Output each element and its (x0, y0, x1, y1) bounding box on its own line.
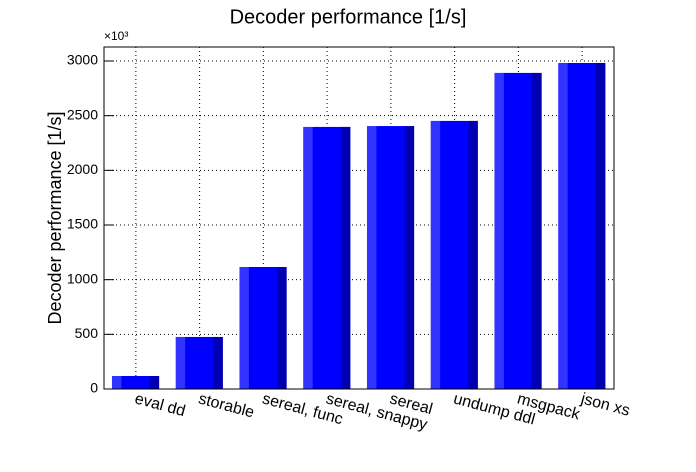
bar-highlight (175, 336, 186, 389)
y-axis-title: Decoder performance [1/s] (45, 111, 65, 324)
bar (494, 72, 542, 389)
x-tick-label: eval dd (133, 390, 187, 420)
x-tick-label: json xs (578, 390, 631, 420)
bar (175, 336, 223, 389)
bar-shade (468, 120, 478, 389)
bar-shade (404, 126, 415, 390)
plot-frame (103, 46, 615, 390)
bar-highlight (111, 375, 122, 389)
bar-highlight (366, 126, 377, 390)
bar-shade (595, 62, 606, 389)
bar (303, 126, 351, 389)
bar-shade (149, 375, 160, 389)
bar-highlight (494, 72, 504, 389)
chart-title: Decoder performance [1/s] (230, 6, 467, 28)
bar-shade (213, 336, 223, 389)
y-tick-label: 2000 (67, 161, 98, 177)
y-multiplier: ×10³ (104, 29, 128, 43)
bar-highlight (303, 126, 313, 389)
y-tick-label: 2500 (67, 106, 98, 122)
x-tick-label: storable (197, 390, 256, 421)
bar-highlight (558, 62, 568, 389)
bar-highlight (430, 120, 441, 389)
y-tick-label: 0 (90, 380, 98, 396)
bar-shade (532, 72, 542, 389)
bar-highlight (239, 266, 249, 389)
y-tick-label: 1500 (67, 216, 98, 232)
y-tick-label: 1000 (67, 270, 98, 286)
bar-shade (340, 126, 351, 389)
bar (366, 126, 415, 390)
bar (558, 62, 606, 389)
bar (430, 120, 478, 389)
bar-shade (277, 266, 287, 389)
y-tick-label: 3000 (67, 52, 98, 68)
bar (239, 266, 287, 389)
y-tick-label: 500 (75, 325, 99, 341)
bar (111, 375, 160, 389)
